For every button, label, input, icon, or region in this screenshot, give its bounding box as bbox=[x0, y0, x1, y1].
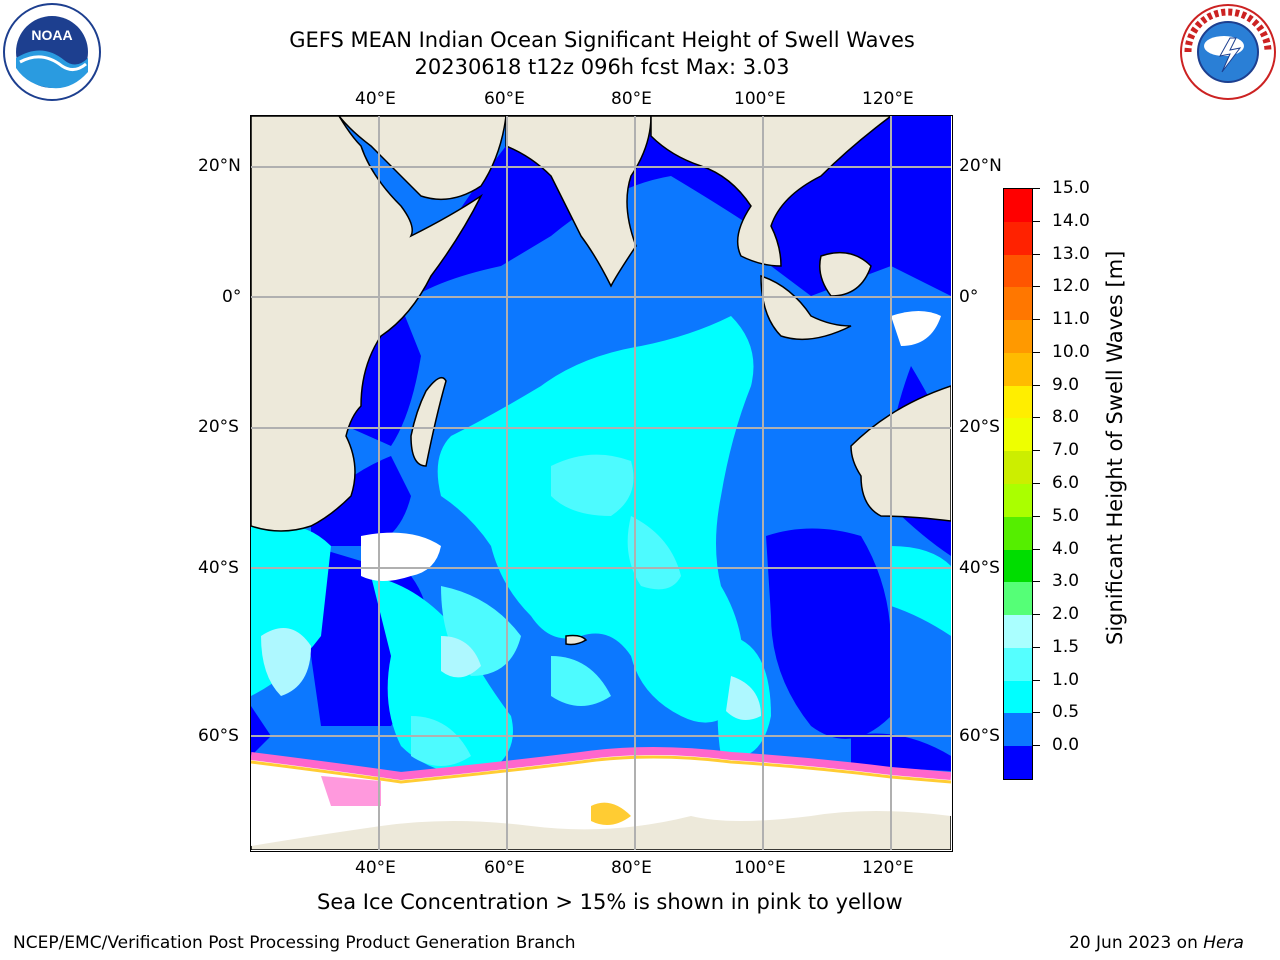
colorbar-tick-label: 1.5 bbox=[1052, 636, 1080, 657]
colorbar-tick-label: 7.0 bbox=[1052, 440, 1080, 461]
lon-label-top-80e: 80°E bbox=[611, 89, 652, 109]
colorbar-tick-label: 0.5 bbox=[1052, 702, 1080, 723]
land-masses bbox=[251, 116, 952, 851]
colorbar-tick-label: 8.0 bbox=[1052, 407, 1080, 428]
colorbar-tick-mark bbox=[1033, 188, 1040, 189]
colorbar-segment bbox=[1004, 713, 1032, 747]
colorbar-segment bbox=[1004, 615, 1032, 649]
map-svg bbox=[251, 116, 952, 851]
colorbar-tick-label: 14.0 bbox=[1052, 210, 1090, 231]
colorbar-segment bbox=[1004, 746, 1032, 780]
lat-label-right-20n: 20°N bbox=[959, 156, 1002, 176]
colorbar-segment bbox=[1004, 287, 1032, 321]
colorbar-tick-label: 2.0 bbox=[1052, 604, 1080, 625]
lat-label-right-0: 0° bbox=[959, 287, 979, 307]
lon-label-top-120e: 120°E bbox=[862, 89, 914, 109]
colorbar-segment bbox=[1004, 549, 1032, 583]
colorbar-tick-mark bbox=[1033, 679, 1040, 681]
chart-title: GEFS MEAN Indian Ocean Significant Heigh… bbox=[289, 28, 915, 52]
sea-ice-band bbox=[251, 747, 952, 846]
colorbar-segment bbox=[1004, 484, 1032, 518]
noaa-logo: NOAA bbox=[2, 2, 102, 102]
colorbar-segment bbox=[1004, 516, 1032, 551]
colorbar-segment bbox=[1004, 320, 1032, 354]
colorbar-segment bbox=[1004, 189, 1032, 223]
lat-label-left-40s: 40°S bbox=[198, 558, 239, 578]
lon-label-top-100e: 100°E bbox=[734, 89, 786, 109]
max-swell-regions bbox=[261, 628, 761, 720]
colorbar-tick-label: 3.0 bbox=[1052, 571, 1080, 592]
colorbar-tick-mark bbox=[1033, 515, 1040, 517]
colorbar-tick-label: 1.0 bbox=[1052, 669, 1080, 690]
colorbar-tick-label: 12.0 bbox=[1052, 276, 1090, 297]
colorbar-tick-label: 0.0 bbox=[1052, 735, 1080, 756]
lon-label-top-60e: 60°E bbox=[484, 89, 525, 109]
colorbar-tick-mark bbox=[1033, 745, 1040, 747]
higher-swell-regions bbox=[411, 454, 681, 766]
footer-date: 20 Jun 2023 on bbox=[1069, 933, 1204, 953]
footer-right: 20 Jun 2023 on Hera bbox=[1069, 933, 1244, 953]
colorbar-tick-mark bbox=[1033, 712, 1040, 714]
colorbar-label: Significant Height of Swell Waves [m] bbox=[1103, 250, 1127, 645]
colorbar-tick-mark bbox=[1033, 220, 1040, 222]
colorbar-segment bbox=[1004, 647, 1032, 682]
lat-label-right-60s: 60°S bbox=[959, 726, 1000, 746]
colorbar-tick-label: 9.0 bbox=[1052, 374, 1080, 395]
lat-label-left-20s: 20°S bbox=[198, 417, 239, 437]
colorbar-segment bbox=[1004, 418, 1032, 452]
lon-label-bottom-40e: 40°E bbox=[355, 858, 396, 878]
colorbar-tick-mark bbox=[1033, 646, 1040, 648]
colorbar-tick-mark bbox=[1033, 417, 1040, 419]
colorbar-segment bbox=[1004, 582, 1032, 616]
map-panel bbox=[250, 115, 953, 852]
lon-label-bottom-60e: 60°E bbox=[484, 858, 525, 878]
lon-label-bottom-120e: 120°E bbox=[862, 858, 914, 878]
colorbar-tick-label: 15.0 bbox=[1052, 178, 1090, 198]
colorbar-tick-label: 11.0 bbox=[1052, 309, 1090, 330]
lat-label-left-0: 0° bbox=[222, 287, 242, 307]
colorbar-tick-mark bbox=[1033, 384, 1040, 386]
colorbar-tick-mark bbox=[1033, 351, 1040, 353]
footer-machine: Hera bbox=[1203, 933, 1244, 953]
colorbar-tick-mark bbox=[1033, 581, 1040, 583]
colorbar-tick-label: 4.0 bbox=[1052, 538, 1080, 559]
lat-label-left-60s: 60°S bbox=[198, 726, 239, 746]
colorbar-tick-mark bbox=[1033, 548, 1040, 550]
colorbar-tick-mark bbox=[1033, 319, 1040, 321]
colorbar-tick-mark bbox=[1033, 614, 1040, 616]
footer-left: NCEP/EMC/Verification Post Processing Pr… bbox=[13, 933, 576, 953]
lat-label-left-20n: 20°N bbox=[198, 156, 241, 176]
graticule bbox=[251, 116, 951, 850]
colorbar-segment bbox=[1004, 254, 1032, 288]
colorbar-tick-mark bbox=[1033, 253, 1040, 255]
colorbar bbox=[1003, 188, 1033, 780]
colorbar-tick-mark bbox=[1033, 286, 1040, 288]
colorbar-segment bbox=[1004, 680, 1032, 714]
colorbar-tick-label: 6.0 bbox=[1052, 473, 1080, 493]
colorbar-segment bbox=[1004, 385, 1032, 419]
noaa-text: NOAA bbox=[31, 27, 72, 43]
colorbar-tick-mark bbox=[1033, 483, 1040, 484]
chart-subtitle: 20230618 t12z 096h fcst Max: 3.03 bbox=[414, 55, 790, 79]
colorbar-segment bbox=[1004, 352, 1032, 387]
colorbar-segment bbox=[1004, 451, 1032, 485]
lat-label-right-20s: 20°S bbox=[959, 417, 1000, 437]
lon-label-bottom-80e: 80°E bbox=[611, 858, 652, 878]
colorbar-tick-label: 10.0 bbox=[1052, 341, 1090, 362]
colorbar-tick-label: 13.0 bbox=[1052, 243, 1090, 264]
nws-logo bbox=[1178, 2, 1278, 102]
lat-label-right-40s: 40°S bbox=[959, 558, 1000, 578]
colorbar-segment bbox=[1004, 221, 1032, 256]
lon-label-bottom-100e: 100°E bbox=[734, 858, 786, 878]
colorbar-tick-mark bbox=[1033, 450, 1040, 452]
sea-ice-caption: Sea Ice Concentration > 15% is shown in … bbox=[317, 890, 903, 914]
lon-label-top-40e: 40°E bbox=[355, 89, 396, 109]
colorbar-tick-label: 5.0 bbox=[1052, 505, 1080, 526]
